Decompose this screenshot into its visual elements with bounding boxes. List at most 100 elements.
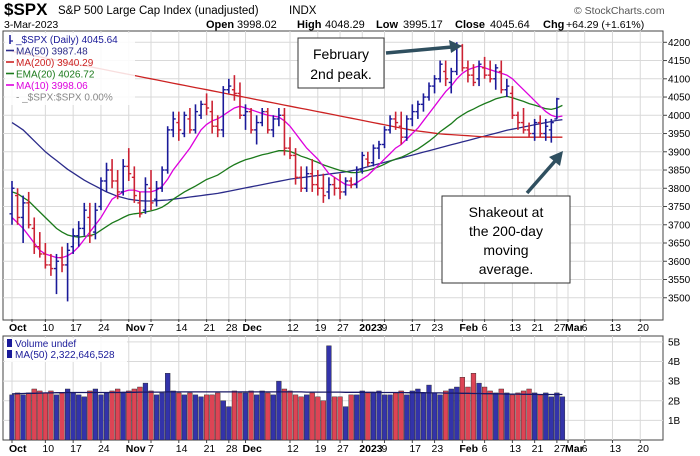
price-tick-label: 4150 <box>668 56 691 67</box>
volume-bar <box>504 392 510 441</box>
legend-entry: EMA(20) 4026.72 <box>16 70 95 81</box>
volume-bar <box>537 394 543 441</box>
price-candle <box>92 202 98 240</box>
price-candle <box>65 243 71 302</box>
price-candle <box>42 243 48 269</box>
price-candle <box>304 166 310 192</box>
price-candle <box>165 126 171 174</box>
peak-arrow-shaft <box>385 45 453 55</box>
volume-bar <box>9 394 15 441</box>
peak-callout-line-2: 2nd peak. <box>310 66 372 82</box>
price-candle <box>226 78 232 94</box>
price-candle <box>409 104 415 127</box>
high-label: High <box>297 19 322 31</box>
volume-bar <box>354 394 360 441</box>
volume-bars <box>9 345 566 441</box>
volume-bar <box>315 396 321 441</box>
price-candle <box>365 151 371 167</box>
volume-bar <box>515 392 521 441</box>
price-x-tick-label: Nov <box>126 322 146 334</box>
price-x-tick-label: 21 <box>204 322 216 334</box>
price-x-tick-label: 23 <box>432 322 444 334</box>
volume-bar <box>359 390 365 441</box>
price-candle <box>276 107 282 127</box>
volume-bar <box>470 373 477 441</box>
price-candle <box>293 148 299 185</box>
price-x-tick-label: 10 <box>42 322 54 334</box>
volume-bar <box>526 388 532 441</box>
price-candle <box>309 159 315 192</box>
price-candle <box>15 188 21 225</box>
volume-bar <box>393 392 399 441</box>
volume-bar <box>220 400 226 441</box>
volume-bar <box>448 388 454 441</box>
price-candle <box>254 115 260 145</box>
shakeout-arrow-head <box>549 151 563 166</box>
volume-bar <box>131 388 137 441</box>
shakeout-callout-line-2: the 200-day <box>469 223 543 239</box>
volume-bar <box>292 394 299 441</box>
price-candle <box>287 137 293 160</box>
legend-entry: _$SPX (Daily) 4045.64 <box>15 35 118 46</box>
price-candle <box>48 253 54 276</box>
volume-legend-swatch <box>7 350 12 358</box>
price-tick-label: 3500 <box>668 293 691 304</box>
volume-bar <box>187 392 193 441</box>
volume-ma-path <box>11 391 563 396</box>
volume-bar <box>482 386 488 441</box>
price-candle <box>237 82 243 119</box>
volume-bar <box>76 394 82 441</box>
volume-bar <box>48 390 54 441</box>
volume-bar <box>37 390 43 441</box>
volume-bar <box>70 392 76 441</box>
volume-legend-entry: Volume undef <box>15 339 76 350</box>
price-candle <box>53 253 59 295</box>
price-candle <box>181 111 187 138</box>
volume-tick-label: 1B <box>668 416 681 427</box>
price-candle <box>465 60 471 83</box>
volume-x-tick-label: Mar <box>565 443 584 455</box>
price-candle <box>31 217 37 254</box>
price-x-tick-label: 14 <box>176 322 188 334</box>
price-candle <box>115 170 121 200</box>
price-candle <box>548 118 554 143</box>
volume-legend-box <box>5 338 127 362</box>
volume-bar <box>181 394 187 441</box>
price-candle <box>420 93 426 112</box>
volume-x-tick-label: 2023 <box>359 443 383 455</box>
volume-x-tick-label: 7 <box>148 443 154 455</box>
shakeout-callout-box <box>441 195 571 284</box>
price-tick-label: 4050 <box>668 93 691 104</box>
volume-bar <box>87 390 93 441</box>
price-candle <box>187 107 193 134</box>
chart-exchange: INDX <box>289 5 317 17</box>
price-tick-label: 3950 <box>668 129 691 140</box>
price-tick-label: 4000 <box>668 111 691 122</box>
volume-x-tick-label: 21 <box>204 443 216 455</box>
price-candle <box>543 118 549 141</box>
volume-bar <box>309 392 315 441</box>
price-candle <box>148 170 154 211</box>
price-candle <box>120 159 126 196</box>
price-candle <box>170 111 176 138</box>
copyright-text: © StockCharts.com <box>574 5 665 17</box>
volume-bar <box>159 392 165 441</box>
price-candle <box>270 115 276 138</box>
price-candle <box>76 221 82 247</box>
open-label: Open <box>206 19 234 31</box>
legend-entry: MA(10) 3998.06 <box>16 81 88 92</box>
annotation-shakeout: Shakeout at the 200-day moving average. <box>441 151 571 284</box>
volume-bar <box>331 396 338 441</box>
price-candle <box>209 100 215 134</box>
price-x-tick-label: 13 <box>609 322 621 334</box>
legend-entry: MA(50) 3987.48 <box>16 47 88 58</box>
price-x-tick-label: Dec <box>243 322 262 334</box>
shakeout-callout-line-1: Shakeout at <box>469 204 544 220</box>
volume-bar <box>248 390 254 441</box>
price-candle <box>382 126 388 149</box>
price-candle <box>231 75 237 101</box>
price-x-tick-label: 17 <box>70 322 82 334</box>
price-candle <box>521 107 527 134</box>
